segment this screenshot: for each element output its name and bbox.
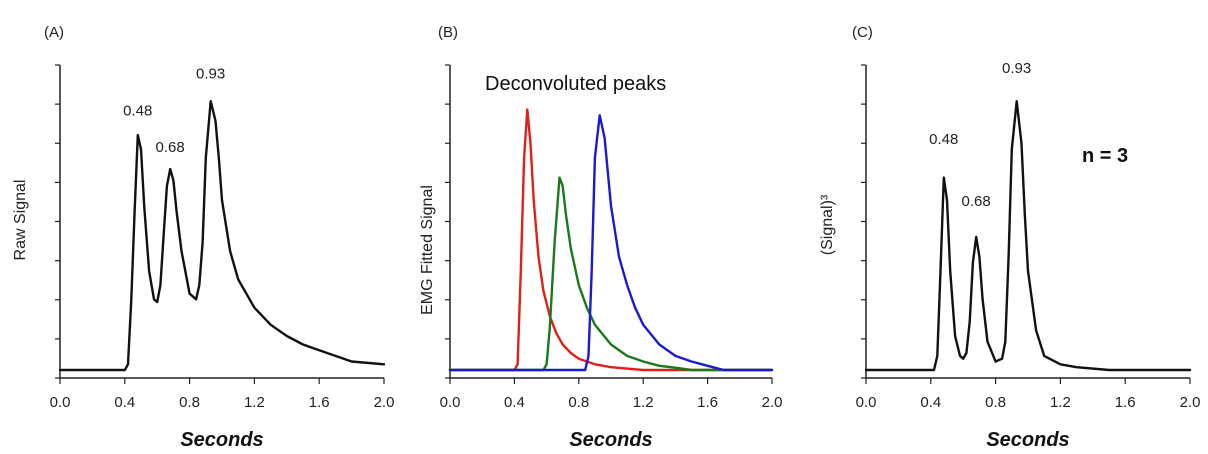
panel-b-plot: 0.0 0.4 0.8 1.2 1.6 2.0 bbox=[440, 64, 783, 411]
peak-annotation: 0.48 bbox=[123, 102, 152, 119]
panel-a-label: (A) bbox=[44, 24, 64, 41]
x-tick-label: 0.8 bbox=[568, 394, 589, 411]
series-line bbox=[448, 108, 774, 372]
peak-annotation: 0.93 bbox=[196, 66, 225, 83]
peak-annotation: 0.68 bbox=[156, 139, 185, 156]
x-tick-label: 0.4 bbox=[504, 394, 525, 411]
panel-b-xlabel: Seconds bbox=[569, 429, 652, 451]
series-line bbox=[448, 176, 774, 372]
series-line bbox=[58, 100, 386, 372]
panel-b-title: Deconvoluted peaks bbox=[485, 73, 666, 95]
panel-b-ylabel: EMG Fitted Signal bbox=[419, 185, 436, 315]
x-tick-label: 0.0 bbox=[856, 394, 877, 411]
panel-a-plot: 0.0 0.4 0.8 1.2 1.6 2.0 0.48 0.68 0.93 bbox=[50, 64, 395, 411]
x-tick-label: 1.2 bbox=[244, 394, 265, 411]
x-tick-label: 0.0 bbox=[440, 394, 461, 411]
x-tick-label: 1.2 bbox=[633, 394, 654, 411]
peak-annotation: 0.68 bbox=[962, 193, 991, 210]
series-line bbox=[864, 100, 1192, 372]
peak-annotation: 0.93 bbox=[1002, 60, 1031, 77]
x-tick-label: 2.0 bbox=[762, 394, 783, 411]
panel-b-label: (B) bbox=[438, 24, 458, 41]
panel-c-ylabel: (Signal)³ bbox=[819, 194, 836, 255]
panel-c-label: (C) bbox=[852, 24, 873, 41]
x-tick-label: 0.8 bbox=[179, 394, 200, 411]
panel-b: (B) EMG Fitted Signal Deconvoluted peaks… bbox=[419, 24, 782, 451]
panel-c-xlabel: Seconds bbox=[986, 429, 1069, 451]
x-tick-label: 0.4 bbox=[114, 394, 135, 411]
x-tick-label: 1.6 bbox=[1115, 394, 1136, 411]
x-tick-label: 2.0 bbox=[374, 394, 395, 411]
series-line bbox=[448, 114, 774, 372]
x-tick-label: 0.4 bbox=[920, 394, 941, 411]
panel-a-xlabel: Seconds bbox=[180, 429, 263, 451]
x-tick-label: 1.6 bbox=[309, 394, 330, 411]
panel-c-plot: 0.0 0.4 0.8 1.2 1.6 2.0 0.48 0.68 0.93 bbox=[856, 60, 1201, 411]
x-tick-label: 1.2 bbox=[1050, 394, 1071, 411]
x-tick-label: 1.6 bbox=[697, 394, 718, 411]
panel-c: (C) (Signal)³ n = 3 Seconds 0.0 0.4 0.8 1.2… bbox=[819, 24, 1200, 451]
panel-a: (A) Raw Signal Seconds 0.0 0.4 0.8 1.2 1.6 2.… bbox=[12, 24, 394, 451]
x-tick-label: 0.0 bbox=[50, 394, 71, 411]
peak-annotation: 0.48 bbox=[929, 131, 958, 148]
panel-a-ylabel: Raw Signal bbox=[12, 180, 29, 261]
x-tick-label: 0.8 bbox=[985, 394, 1006, 411]
panel-c-note: n = 3 bbox=[1082, 145, 1128, 167]
x-tick-label: 2.0 bbox=[1180, 394, 1201, 411]
